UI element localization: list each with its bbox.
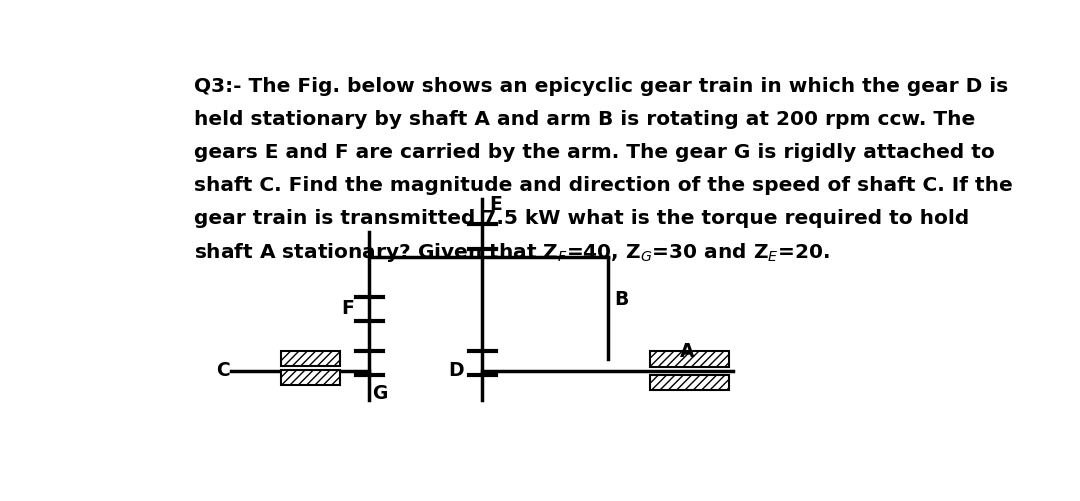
Text: held stationary by shaft A and arm B is rotating at 200 rpm ccw. The: held stationary by shaft A and arm B is … <box>193 110 975 129</box>
Text: gear train is transmitted 7.5 kW what is the torque required to hold: gear train is transmitted 7.5 kW what is… <box>193 208 969 227</box>
Text: gears E and F are carried by the arm. The gear G is rigidly attached to: gears E and F are carried by the arm. Th… <box>193 143 995 162</box>
Text: shaft C. Find the magnitude and direction of the speed of shaft C. If the: shaft C. Find the magnitude and directio… <box>193 176 1012 195</box>
Bar <box>650 351 729 367</box>
Text: B: B <box>613 290 629 309</box>
Text: Q3:- The Fig. below shows an epicyclic gear train in which the gear D is: Q3:- The Fig. below shows an epicyclic g… <box>193 78 1008 97</box>
Text: G: G <box>373 384 388 403</box>
Text: shaft A stationary? Given that Z$_F$=40, Z$_G$=30 and Z$_E$=20.: shaft A stationary? Given that Z$_F$=40,… <box>193 241 829 265</box>
Text: E: E <box>489 195 502 214</box>
Text: A: A <box>680 342 694 361</box>
Bar <box>282 351 340 366</box>
Bar <box>650 375 729 390</box>
Text: C: C <box>216 361 230 380</box>
Text: D: D <box>448 361 464 380</box>
Text: F: F <box>341 300 354 319</box>
Bar <box>282 370 340 385</box>
